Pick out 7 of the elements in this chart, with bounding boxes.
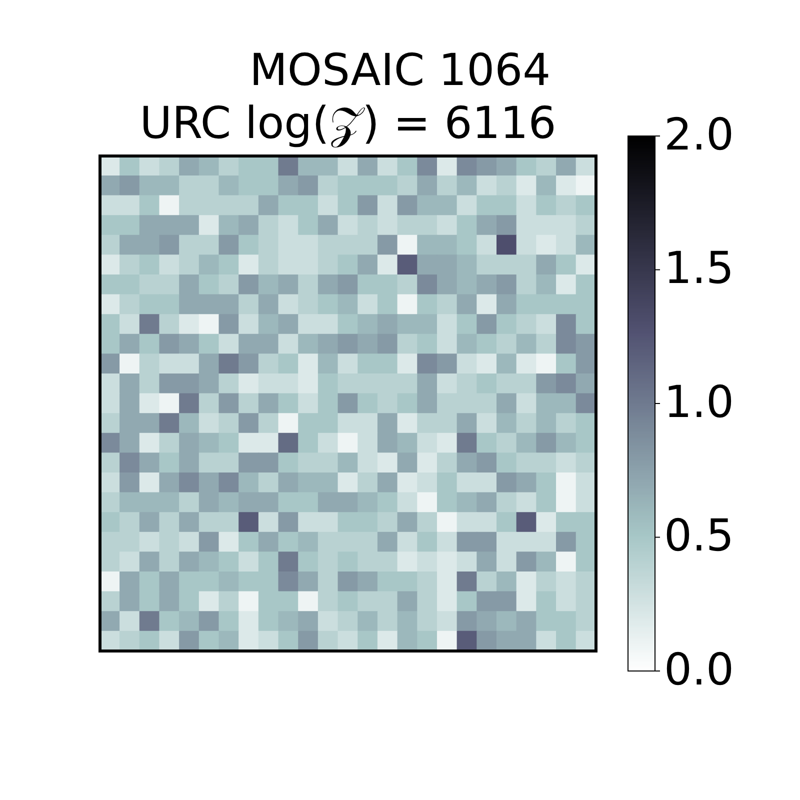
chart-subtitle: URC log(𝒵) = 6116 [140, 98, 556, 149]
color-bar-label: 2.0 [664, 109, 734, 160]
chart-title: MOSAIC 1064 [249, 45, 551, 96]
color-bar-label: 0.0 [664, 644, 734, 696]
color-bar-label: 1.5 [664, 243, 734, 294]
color-bar-label: 0.5 [664, 510, 734, 562]
color-bar-label: 1.0 [664, 376, 734, 428]
